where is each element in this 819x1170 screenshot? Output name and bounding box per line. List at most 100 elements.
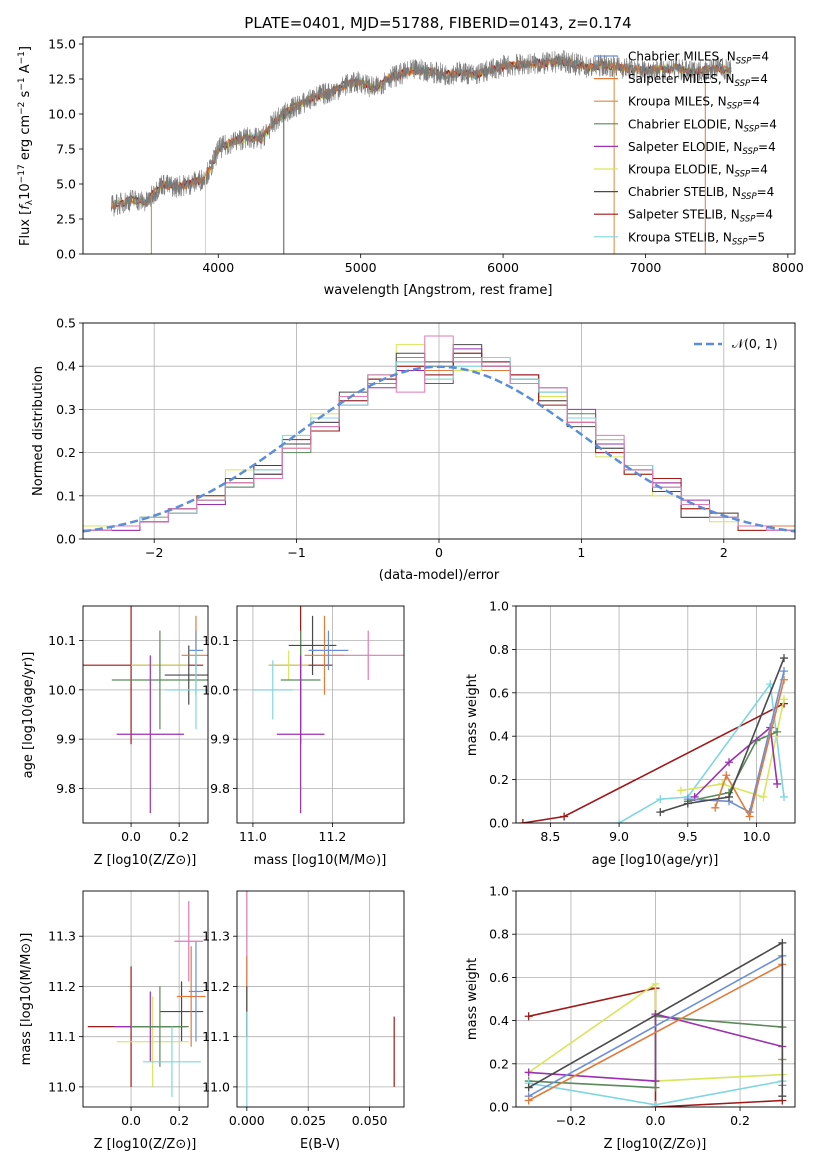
- spectrum-ytick-label: 10.0: [48, 107, 76, 122]
- mass-vs-EBV-ytick-label: 11.3: [202, 929, 230, 944]
- plus-marker: [656, 795, 665, 804]
- mass-weight-vs-age-ylabel: mass weight: [465, 674, 480, 756]
- plus-marker: [615, 819, 624, 823]
- spectrum-xtick-label: 5000: [345, 260, 377, 275]
- spectrum-xtick-label: 8000: [772, 260, 804, 275]
- mass-vs-EBV-ytick-label: 11.0: [202, 1079, 230, 1094]
- mass-weight-line: [660, 657, 785, 813]
- mass-vs-Z-ytick-label: 11.1: [48, 1029, 76, 1044]
- residuals-xtick-label: −2: [145, 545, 163, 560]
- spectrum-xtick-label: 4000: [202, 260, 234, 275]
- normal-curve-line: [83, 365, 795, 533]
- mass-vs-Z-ylabel: mass [log10(M/M⊙)]: [19, 933, 34, 1066]
- legend-label: Chabrier MILES, NSSP=4: [628, 50, 769, 67]
- mass-vs-Z-ytick-label: 11.2: [48, 979, 76, 994]
- mass-weight-vs-Z-xtick-label: 0.0: [646, 1113, 666, 1128]
- plus-marker: [651, 1100, 660, 1107]
- mass-weight-vs-age-xtick-label: 9.0: [609, 829, 629, 844]
- plus-marker: [524, 1096, 533, 1105]
- spectrum-xtick-label: 6000: [487, 260, 519, 275]
- plus-marker: [722, 771, 731, 780]
- age-vs-mass-xlabel: mass [log10(M/M⊙)]: [254, 853, 387, 868]
- plus-marker: [759, 792, 768, 801]
- plus-marker: [725, 758, 734, 767]
- plus-marker: [524, 1083, 533, 1092]
- spectrum-ytick-label: 0.0: [56, 247, 76, 262]
- plus-marker: [778, 1092, 787, 1101]
- mass-vs-EBV-axes: 0.000 0.025 0.050 11.0 11.1 11.2 11.3: [202, 891, 404, 1128]
- mass-weight-vs-Z-frame: [515, 890, 796, 1108]
- plus-marker: [780, 654, 789, 663]
- residuals-ylabel: Normed distribution: [31, 366, 46, 496]
- mass-weight-vs-Z-lines: [524, 938, 787, 1107]
- mass-vs-Z-xlabel: Z [log10(Z/Z⊙)]: [94, 1137, 197, 1152]
- mass-weight-vs-age-xtick-label: 8.5: [540, 829, 560, 844]
- plus-marker: [725, 792, 734, 801]
- mass-weight-vs-age-xtick-label: 9.5: [678, 829, 698, 844]
- mass-vs-EBV-ytick-label: 11.1: [202, 1029, 230, 1044]
- spectrum-ylabel: Flux [fλ10−17 erg cm−2 s−1 A−1]: [17, 46, 35, 246]
- histogram-step-line: [83, 335, 795, 531]
- residual-histograms: [83, 335, 795, 533]
- mass-vs-EBV-errorbars: [246, 891, 395, 1107]
- residuals-ytick-label: 0.1: [56, 488, 76, 503]
- plus-marker: [711, 803, 720, 812]
- plus-marker: [773, 727, 782, 736]
- mass-weight-vs-Z-ytick-label: 0.2: [489, 1056, 509, 1071]
- mass-vs-Z-errorbars: [87, 901, 206, 1097]
- spectrum-ytick-label: 15.0: [48, 37, 76, 52]
- plus-marker: [778, 938, 787, 947]
- age-vs-Z-errorbars: [83, 606, 208, 814]
- mass-weight-vs-age-lines: [518, 654, 789, 823]
- plus-marker: [745, 812, 754, 821]
- mass-weight-vs-age-xlabel: age [log10(age/yr)]: [592, 853, 719, 868]
- mass-weight-vs-Z-xlabel: Z [log10(Z/Z⊙)]: [604, 1137, 707, 1152]
- mass-weight-vs-Z-ytick-label: 1.0: [489, 884, 509, 899]
- spectrum-ytick-label: 12.5: [48, 72, 76, 87]
- mass-vs-Z-ytick-label: 11.3: [48, 929, 76, 944]
- residuals-ytick-label: 0.3: [56, 402, 76, 417]
- spectrum-xtick-label: 7000: [630, 260, 662, 275]
- mass-weight-line: [714, 679, 785, 819]
- residuals-axes: −2 −1 0 1 2 0.0 0.1 0.2 0.3 0.4 0.5: [56, 316, 795, 560]
- age-vs-Z-xlabel: Z [log10(Z/Z⊙)]: [94, 853, 197, 868]
- plus-marker: [773, 779, 782, 788]
- mass-weight-vs-Z-axes: −0.2 0.0 0.2 0.0 0.2 0.4 0.6 0.8 1.0: [489, 884, 795, 1128]
- age-vs-Z-axes: 0.0 0.2 9.8 9.9 10.0 10.1: [48, 606, 208, 844]
- legend-label: Chabrier ELODIE, NSSP=4: [628, 117, 777, 134]
- legend-label: Kroupa MILES, NSSP=4: [628, 95, 760, 112]
- mass-weight-vs-age-ytick-label: 0.8: [489, 642, 509, 657]
- legend-label: Salpeter ELODIE, NSSP=4: [628, 140, 776, 157]
- legend-label: Kroupa ELODIE, NSSP=4: [628, 163, 768, 180]
- age-vs-Z-ytick-label: 10.0: [48, 682, 76, 697]
- mass-vs-EBV-xtick-label: 0.050: [352, 1113, 388, 1128]
- plus-marker: [518, 819, 527, 823]
- age-vs-mass-axes: 11.0 11.2 9.8 9.9 10.0 10.1: [202, 606, 404, 844]
- spectrum-frame: [82, 36, 796, 255]
- mass-vs-EBV-xtick-label: 0.000: [229, 1113, 265, 1128]
- mass-weight-vs-Z-ylabel: mass weight: [465, 958, 480, 1040]
- age-vs-mass-ytick-label: 10.0: [202, 682, 230, 697]
- mass-weight-vs-age-ytick-label: 0.0: [489, 816, 509, 831]
- plus-marker: [524, 1068, 533, 1077]
- residuals-xlabel: (data-model)/error: [379, 568, 500, 583]
- mass-vs-EBV-xtick-label: 0.025: [290, 1113, 326, 1128]
- mass-weight-vs-age-xtick-label: 10.0: [743, 829, 771, 844]
- residuals-xtick-label: −1: [287, 545, 305, 560]
- age-vs-Z-ytick-label: 10.1: [48, 633, 76, 648]
- plus-marker: [651, 979, 660, 988]
- plus-marker: [780, 667, 789, 676]
- mass-vs-EBV-ytick-label: 11.2: [202, 979, 230, 994]
- mass-weight-vs-age-frame: [515, 605, 796, 824]
- mass-weight-vs-age-ytick-label: 0.6: [489, 685, 509, 700]
- mass-vs-Z-axes: 0.0 0.2 11.0 11.1 11.2 11.3: [48, 891, 208, 1128]
- residuals-ytick-label: 0.4: [56, 359, 76, 374]
- plus-marker: [676, 786, 685, 795]
- legend-label: Salpeter STELIB, NSSP=4: [628, 208, 773, 225]
- mass-weight-line: [680, 699, 785, 799]
- spectrum-ytick-label: 2.5: [56, 212, 76, 227]
- age-vs-Z-frame: [82, 605, 209, 824]
- mass-weight-line: [528, 1013, 783, 1082]
- plus-marker: [656, 808, 665, 817]
